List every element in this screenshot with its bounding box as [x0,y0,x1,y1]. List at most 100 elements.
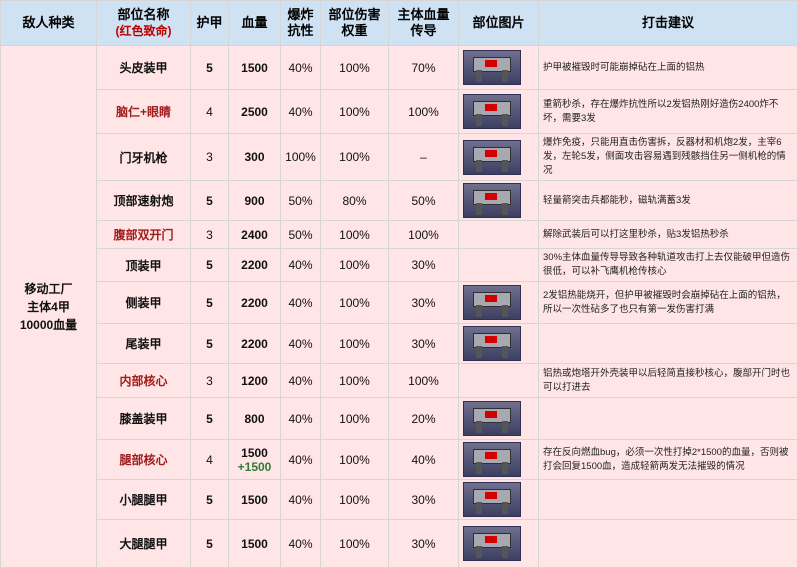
hp-value: 2200 [241,295,268,310]
hp-value: 2400 [241,227,268,242]
armor-value: 5 [190,397,229,440]
advice-text [538,519,798,568]
robot-part-image [463,442,521,477]
main-transfer-value: 50% [388,180,459,221]
robot-part-image [463,94,521,129]
explosion-resist-value: 50% [280,220,321,249]
robot-part-image [463,50,521,85]
damage-weight-value: 100% [320,45,389,90]
robot-part-image [463,183,521,218]
explosion-resist-value: 40% [280,397,321,440]
hp-cell: 900 [228,180,281,221]
main-transfer-value: 30% [388,519,459,568]
header-row: 敌人种类 部位名称 (红色致命) 护甲 血量 爆炸 抗性 部位伤害 权重 主体血… [0,0,798,46]
table-row: 门牙机枪 3 300 100% 100% – 爆炸免疫，只能用直击伤害拆，反器材和机炮2发，… [1,133,798,181]
hp-cell: 2200 [228,281,281,324]
hp-value: 1500 [241,60,268,75]
hp-bonus: +1500 [237,459,272,474]
explosion-resist-value: 40% [280,439,321,480]
header-explosion-resist-line1: 爆炸 [287,7,314,22]
header-main-transfer: 主体血量 传导 [388,0,459,46]
main-transfer-value: 100% [388,220,459,249]
hp-value: 1200 [241,373,268,388]
part-name: 顶装甲 [96,248,191,282]
damage-weight-value: 100% [320,397,389,440]
part-name: 腹部双开门 [96,220,191,249]
enemy-main-armor: 主体4甲 [27,299,70,314]
part-name: 门牙机枪 [96,133,191,181]
main-transfer-value: 30% [388,248,459,282]
advice-text [538,397,798,440]
advice-text: 铝热或炮塔开外壳装甲以后轻简直接秒核心，腹部开门时也可以打进去 [538,363,798,398]
header-damage-weight-line1: 部位伤害 [328,7,381,22]
advice-text: 存在反向燃血bug，必须一次性打掉2*1500的血量，否则被打会回复1500血，… [538,439,798,480]
part-image-cell [458,519,539,568]
part-image-cell [458,323,539,364]
header-enemy-type: 敌人种类 [0,0,97,46]
part-image-cell [458,220,539,249]
damage-weight-value: 100% [320,439,389,480]
advice-text: 爆炸免疫，只能用直击伤害拆，反器材和机炮2发，主宰6发，左轮5发，侧面攻击容易遇… [538,133,798,181]
explosion-resist-value: 40% [280,479,321,520]
damage-weight-value: 80% [320,180,389,221]
enemy-name: 移动工厂 [24,281,73,296]
hp-cell: 2500 [228,89,281,134]
part-name: 顶部速射炮 [96,180,191,221]
explosion-resist-value: 40% [280,323,321,364]
advice-text: 轻量箭突击兵都能秒，磁轨满蓄3发 [538,180,798,221]
explosion-resist-value: 50% [280,180,321,221]
table-row: 顶装甲 5 2200 40% 100% 30% 30%主体血量传导导致各种轨道攻击打上去仅能… [1,248,798,282]
table-row: 移动工厂 主体4甲 10000血量 头皮装甲 5 1500 40% 100% 70% 护甲被摧毁时… [0,45,798,568]
part-name: 大腿腿甲 [96,519,191,568]
hp-cell: 2200 [228,248,281,282]
hp-cell: 300 [228,133,281,181]
header-damage-weight: 部位伤害 权重 [320,0,389,46]
armor-value: 4 [190,89,229,134]
damage-weight-value: 100% [320,220,389,249]
hp-cell: 800 [228,397,281,440]
part-image-cell [458,397,539,440]
part-image-cell [458,89,539,134]
explosion-resist-value: 40% [280,363,321,398]
hp-value: 1500 [241,445,268,460]
table-row: 大腿腿甲 5 1500 40% 100% 30% [1,519,798,568]
table-row: 腿部核心 4 1500 +1500 40% 100% 40% 存在反向燃血bug，必须一次性打… [1,439,798,480]
advice-text [538,323,798,364]
enemy-main-hp: 10000血量 [19,317,78,332]
part-name: 侧装甲 [96,281,191,324]
hp-value: 2500 [241,104,268,119]
table-row: 膝盖装甲 5 800 40% 100% 20% [1,397,798,440]
hp-value: 800 [244,411,265,426]
damage-weight-value: 100% [320,363,389,398]
part-name: 脑仁+眼睛 [96,89,191,134]
armor-value: 5 [190,248,229,282]
armor-value: 5 [190,519,229,568]
armor-value: 5 [190,281,229,324]
explosion-resist-value: 40% [280,89,321,134]
damage-weight-value: 100% [320,248,389,282]
part-image-cell [458,439,539,480]
main-transfer-value: 70% [388,45,459,90]
enemy-type-cell: 移动工厂主体4甲 10000血量 [0,45,97,568]
advice-text: 重箭秒杀，存在爆炸抗性所以2发铝热刚好造伤2400炸不坏，需要3发 [538,89,798,134]
armor-value: 5 [190,45,229,90]
advice-text: 2发铝热能烧开，但护甲被摧毁时会崩掉砧在上面的铝热，所以一次性砧多了也只有第一发… [538,281,798,324]
damage-weight-value: 100% [320,323,389,364]
table-row: 顶部速射炮 5 900 50% 80% 50% 轻量箭突击兵都能秒，磁轨满蓄3发 [1,180,798,221]
part-image-cell [458,248,539,282]
hp-value: 1500 [241,536,268,551]
advice-text: 解除武装后可以打这里秒杀，贴3发铝热秒杀 [538,220,798,249]
header-armor: 护甲 [190,0,229,46]
advice-text [538,479,798,520]
advice-text: 30%主体血量传导导致各种轨道攻击打上去仅能破甲但造伤很低，可以补飞鹰机枪传核心 [538,248,798,282]
hp-value: 2200 [241,336,268,351]
part-image-cell [458,363,539,398]
hp-value: 1500 [241,492,268,507]
part-name: 腿部核心 [96,439,191,480]
hp-cell: 2400 [228,220,281,249]
hp-cell: 1500 [228,45,281,90]
header-hp: 血量 [228,0,281,46]
hp-cell: 2200 [228,323,281,364]
table-row: 小腿腿甲 5 1500 40% 100% 30% [1,479,798,520]
header-part-name-label: 部位名称 [117,7,170,22]
